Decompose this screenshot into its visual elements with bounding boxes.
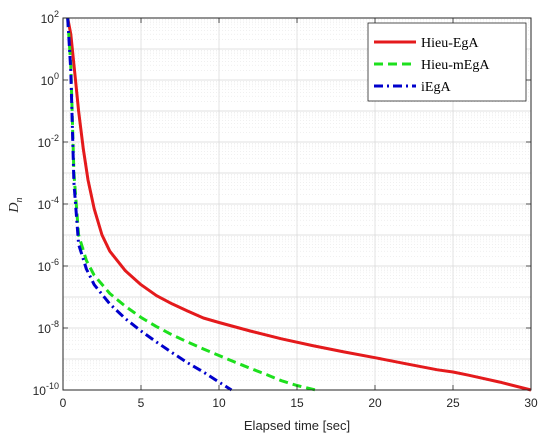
legend-items: Hieu-EgA Hieu-mEgA iEgA <box>374 36 490 95</box>
y-tick-label: 10-10 <box>33 381 59 398</box>
y-tick-label-exp: 2 <box>54 9 59 19</box>
series-line-iega <box>66 17 233 392</box>
legend-label-hieu-ega: Hieu-EgA <box>421 36 479 51</box>
legend-label-hieu-mega: Hieu-mEgA <box>421 58 490 73</box>
y-tick-label-exp: -10 <box>46 381 59 391</box>
y-tick-label-base: 10 <box>38 136 52 150</box>
x-tick-label: 30 <box>524 396 538 410</box>
x-tick-label: 10 <box>212 396 226 410</box>
y-tick-label: 10-8 <box>38 319 59 336</box>
y-axis-label: Dn <box>7 197 25 213</box>
y-tick-label-base: 10 <box>41 12 55 26</box>
y-tick-label-base: 10 <box>38 260 52 274</box>
x-tick-label: 0 <box>60 396 67 410</box>
y-tick-label-base: 10 <box>38 198 52 212</box>
y-tick-label-exp: -4 <box>51 195 59 205</box>
x-tick-label: 15 <box>290 396 304 410</box>
y-tick-label-exp: -8 <box>51 319 59 329</box>
y-tick-label-base: 10 <box>33 384 47 398</box>
y-tick-label: 10-4 <box>38 195 59 212</box>
grid-lines-y <box>63 19 531 381</box>
legend-label-iega: iEgA <box>421 80 451 95</box>
y-tick-label-base: 10 <box>38 322 52 336</box>
y-tick-label: 102 <box>41 9 59 26</box>
x-axis-label: Elapsed time [sec] <box>244 418 350 433</box>
series-layer <box>66 17 532 392</box>
series-line-hieu-ega <box>66 17 532 392</box>
y-tick-label: 100 <box>41 71 59 88</box>
legend-box <box>367 22 527 102</box>
x-tick-label: 5 <box>138 396 145 410</box>
axis-ticks <box>62 17 532 391</box>
y-axis-label-base: D <box>7 202 22 213</box>
y-axis-label-sub: n <box>14 197 25 202</box>
x-tick-labels: 0 5 10 15 20 25 30 <box>60 396 538 410</box>
y-tick-label-exp: -6 <box>51 257 59 267</box>
series-line-hieu-mega <box>66 17 317 392</box>
x-tick-label: 20 <box>368 396 382 410</box>
x-tick-label: 25 <box>446 396 460 410</box>
legend: Hieu-EgA Hieu-mEgA iEgA <box>367 22 527 102</box>
y-tick-label-exp: 0 <box>54 71 59 81</box>
y-tick-label-exp: -2 <box>51 133 59 143</box>
y-tick-label-base: 10 <box>41 74 55 88</box>
y-tick-label: 10-2 <box>38 133 59 150</box>
y-tick-label: 10-6 <box>38 257 59 274</box>
